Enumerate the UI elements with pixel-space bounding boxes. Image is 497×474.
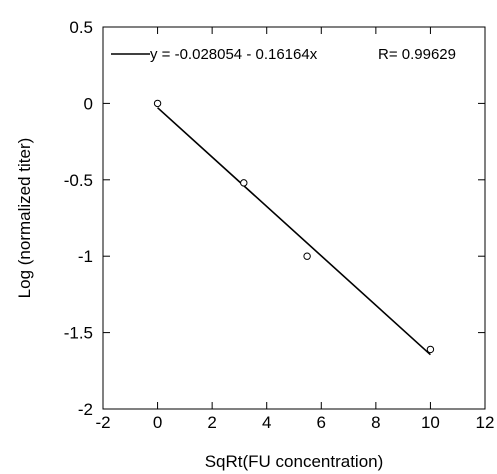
y-tick-label: 0.5 <box>69 18 93 37</box>
data-point <box>153 99 162 108</box>
x-axis-title: SqRt(FU concentration) <box>205 452 384 471</box>
y-tick-labels: -2 -1.5 -1 -0.5 0 0.5 <box>64 18 93 419</box>
x-tick-label: 6 <box>317 413 326 432</box>
y-tick-label: -2 <box>78 400 93 419</box>
plot-frame <box>102 26 486 410</box>
fit-layer <box>157 107 431 356</box>
y-axis-title: Log (normalized titer) <box>15 138 34 299</box>
data-point <box>240 179 248 187</box>
legend: y = -0.028054 - 0.16164x R= 0.99629 <box>111 46 456 63</box>
y-tick-label: 0 <box>84 94 93 113</box>
fit-r-value: R= 0.99629 <box>378 46 456 63</box>
fit-line <box>157 107 431 356</box>
x-tick-label: -2 <box>95 413 110 432</box>
x-tick-labels: -2 0 2 4 6 8 10 12 <box>95 413 494 432</box>
axis-ticks <box>102 26 486 410</box>
y-tick-label: -1.5 <box>64 324 93 343</box>
x-tick-label: 4 <box>262 413 271 432</box>
x-tick-label: 0 <box>153 413 162 432</box>
data-points <box>153 99 435 354</box>
x-tick-label: 12 <box>476 413 495 432</box>
y-tick-label: -1 <box>78 247 93 266</box>
x-tick-label: 8 <box>371 413 380 432</box>
fit-equation: y = -0.028054 - 0.16164x <box>150 46 318 63</box>
x-tick-label: 10 <box>421 413 440 432</box>
data-point <box>303 252 311 260</box>
x-tick-label: 2 <box>207 413 216 432</box>
data-point <box>426 345 435 354</box>
y-tick-label: -0.5 <box>64 171 93 190</box>
